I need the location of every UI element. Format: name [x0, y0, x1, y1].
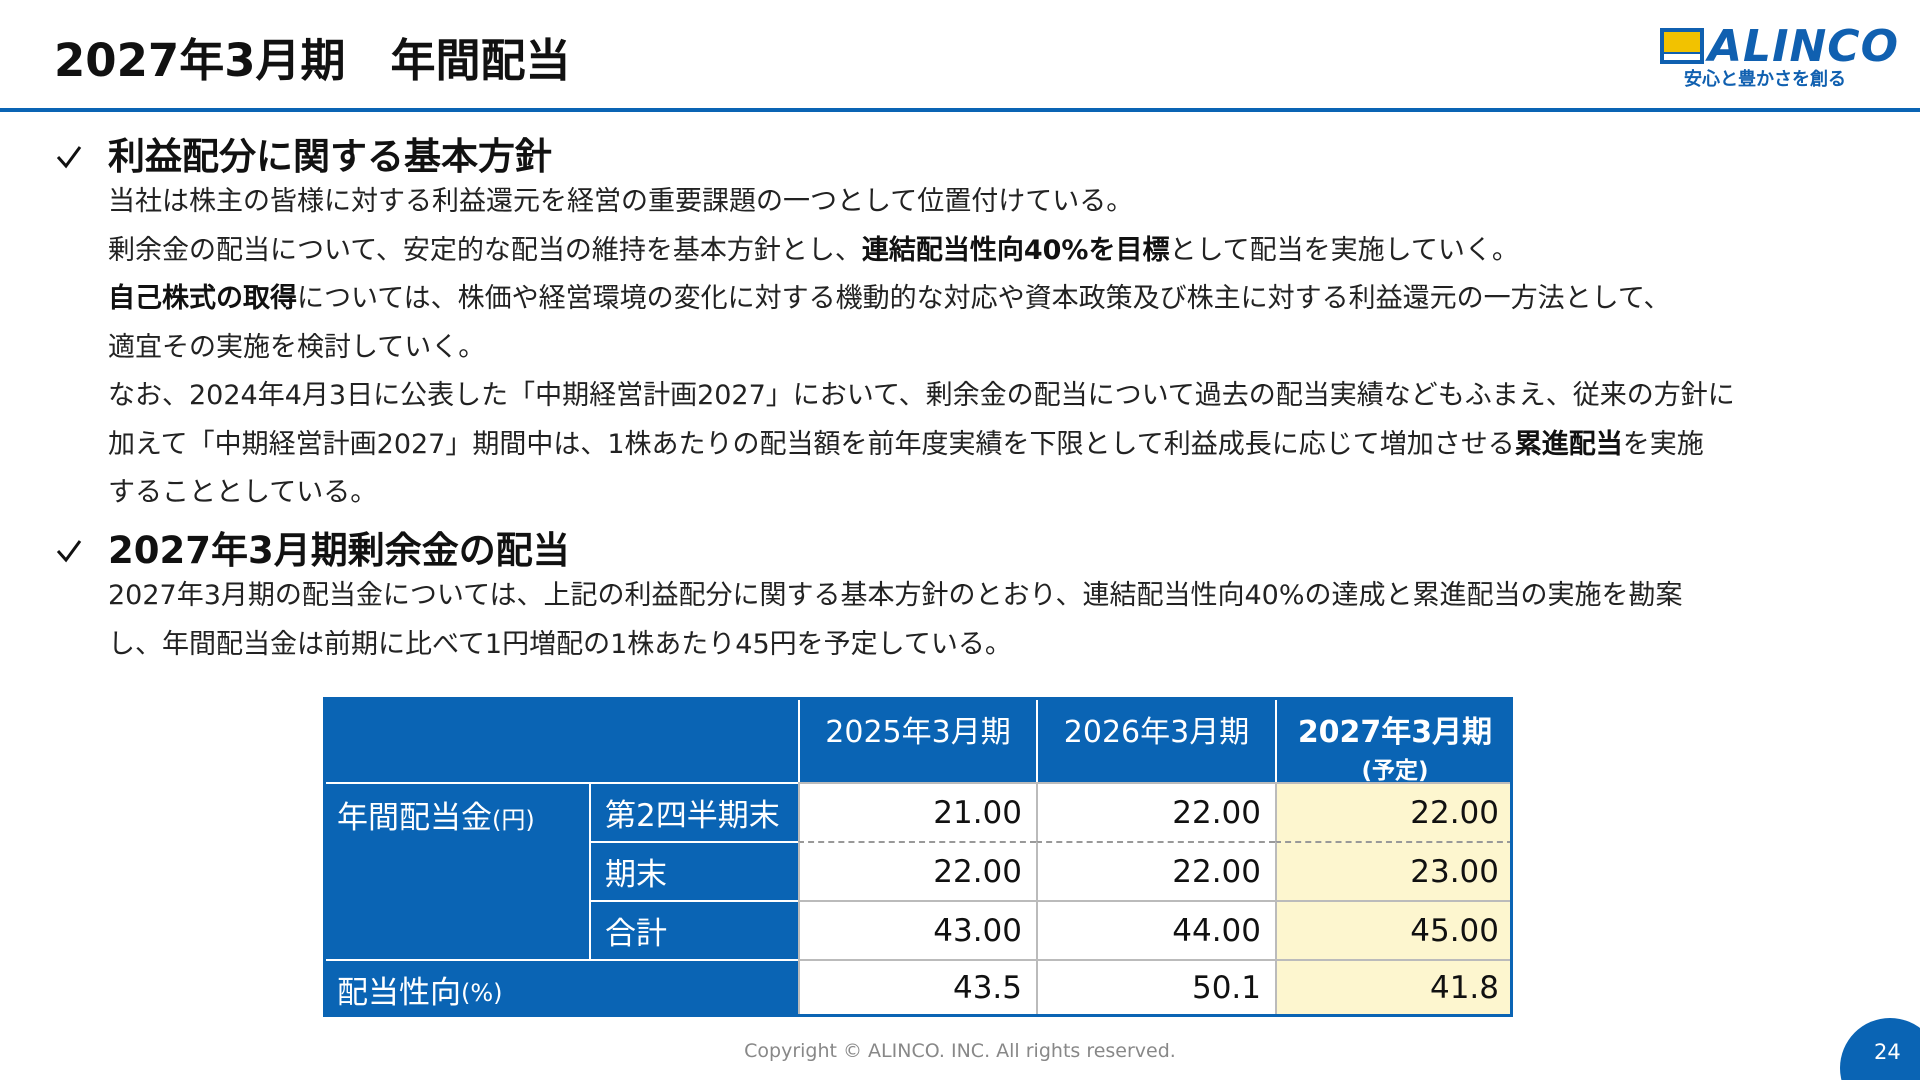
copyright: Copyright © ALINCO. INC. All rights rese… — [744, 1040, 1176, 1062]
text: 加えて「中期経営計画2027」期間中は、1株あたりの配当額を前年度実績を下限とし… — [108, 428, 1515, 460]
ratio-unit: (%) — [461, 979, 503, 1007]
value-cell: 22.00 — [1036, 782, 1275, 841]
logo-tagline: 安心と豊かさを創る — [1684, 69, 1846, 90]
section-heading: 利益配分に関する基本方針 — [108, 135, 552, 178]
value-cell: 43.00 — [798, 900, 1036, 959]
row-label: 合計 — [589, 900, 798, 959]
row-label: 第2四半期末 — [589, 782, 798, 841]
text-line: 自己株式の取得については、株価や経営環境の変化に対する機動的な対応や資本政策及び… — [108, 275, 1735, 324]
check-icon — [56, 146, 82, 169]
text-line: し、年間配当金は前期に比べて1円増配の1株あたり45円を予定している。 — [108, 621, 1682, 670]
logo-brand: ALINCO — [1708, 21, 1899, 72]
slide-title: 2027年3月期 年間配当 — [54, 34, 571, 87]
value-cell: 22.00 — [1275, 782, 1513, 841]
text: 当社は株主の皆様に対する利益還元を経営の重要課題の一つとして位置付けている。 — [108, 186, 1134, 217]
title-rule — [0, 108, 1920, 112]
text-line: 剰余金の配当について、安定的な配当の維持を基本方針とし、連結配当性向40%を目標… — [108, 227, 1735, 276]
section-body: 2027年3月期の配当金については、上記の利益配分に関する基本方針のとおり、連結… — [108, 572, 1682, 669]
column-header: 2026年3月期 — [1036, 697, 1275, 782]
ratio-name: 配当性向 — [337, 974, 461, 1011]
text: し、年間配当金は前期に比べて1円増配の1株あたり45円を予定している。 — [108, 628, 1012, 660]
value-cell: 44.00 — [1036, 900, 1275, 959]
header-blank — [323, 697, 798, 782]
value-cell: 22.00 — [798, 841, 1036, 900]
bold-text: 連結配当性向40%を目標 — [861, 234, 1170, 266]
column-title: 2027年3月期 — [1297, 715, 1493, 750]
text-line: 適宜その実施を検討していく。 — [108, 324, 1735, 373]
value-cell: 21.00 — [798, 782, 1036, 841]
value-cell: 43.5 — [798, 959, 1036, 1017]
value-cell: 45.00 — [1275, 900, 1513, 959]
logo-icon — [1660, 28, 1704, 64]
page-badge — [1840, 1018, 1920, 1080]
value-cell: 22.00 — [1036, 841, 1275, 900]
text: 適宜その実施を検討していく。 — [108, 331, 486, 363]
column-title: 2025年3月期 — [825, 715, 1011, 750]
column-header: 2025年3月期 — [798, 697, 1036, 782]
check-icon — [56, 540, 82, 563]
group-label: 年間配当金 (円) — [323, 782, 589, 959]
column-header: 2027年3月期 (予定) — [1275, 697, 1513, 784]
group-unit: (円) — [492, 806, 535, 834]
text: なお、2024年4月3日に公表した「中期経営計画2027」において、剰余金の配当… — [108, 380, 1735, 411]
section-body: 当社は株主の皆様に対する利益還元を経営の重要課題の一つとして位置付けている。 剰余… — [108, 178, 1735, 518]
text-line: なお、2024年4月3日に公表した「中期経営計画2027」において、剰余金の配当… — [108, 372, 1735, 421]
ratio-label: 配当性向 (%) — [323, 959, 798, 1017]
text: 剰余金の配当について、安定的な配当の維持を基本方針とし、 — [108, 234, 862, 266]
value-cell: 23.00 — [1275, 841, 1513, 900]
text-line: 2027年3月期の配当金については、上記の利益配分に関する基本方針のとおり、連結… — [108, 572, 1682, 621]
column-title: 2026年3月期 — [1063, 715, 1250, 750]
value-cell: 41.8 — [1275, 959, 1513, 1017]
column-note: (予定) — [1361, 758, 1429, 784]
group-name: 年間配当金 — [337, 800, 492, 836]
text-line: 加えて「中期経営計画2027」期間中は、1株あたりの配当額を前年度実績を下限とし… — [108, 421, 1735, 470]
text: 2027年3月期の配当金については、上記の利益配分に関する基本方針のとおり、連結… — [108, 580, 1683, 611]
bold-text: 累進配当 — [1514, 428, 1623, 460]
text: を実施 — [1622, 428, 1704, 460]
row-label: 期末 — [589, 841, 798, 900]
text: として配当を実施していく。 — [1169, 234, 1519, 266]
page-number: 24 — [1874, 1040, 1901, 1064]
text: については、株価や経営環境の変化に対する機動的な対応や資本政策及び株主に対する利… — [297, 283, 1671, 314]
text: することとしている。 — [108, 477, 378, 508]
bold-text: 自己株式の取得 — [108, 283, 297, 314]
text-line: 当社は株主の皆様に対する利益還元を経営の重要課題の一つとして位置付けている。 — [108, 178, 1735, 227]
section-heading: 2027年3月期剰余金の配当 — [108, 529, 570, 572]
text-line: することとしている。 — [108, 469, 1735, 518]
value-cell: 50.1 — [1036, 959, 1275, 1017]
